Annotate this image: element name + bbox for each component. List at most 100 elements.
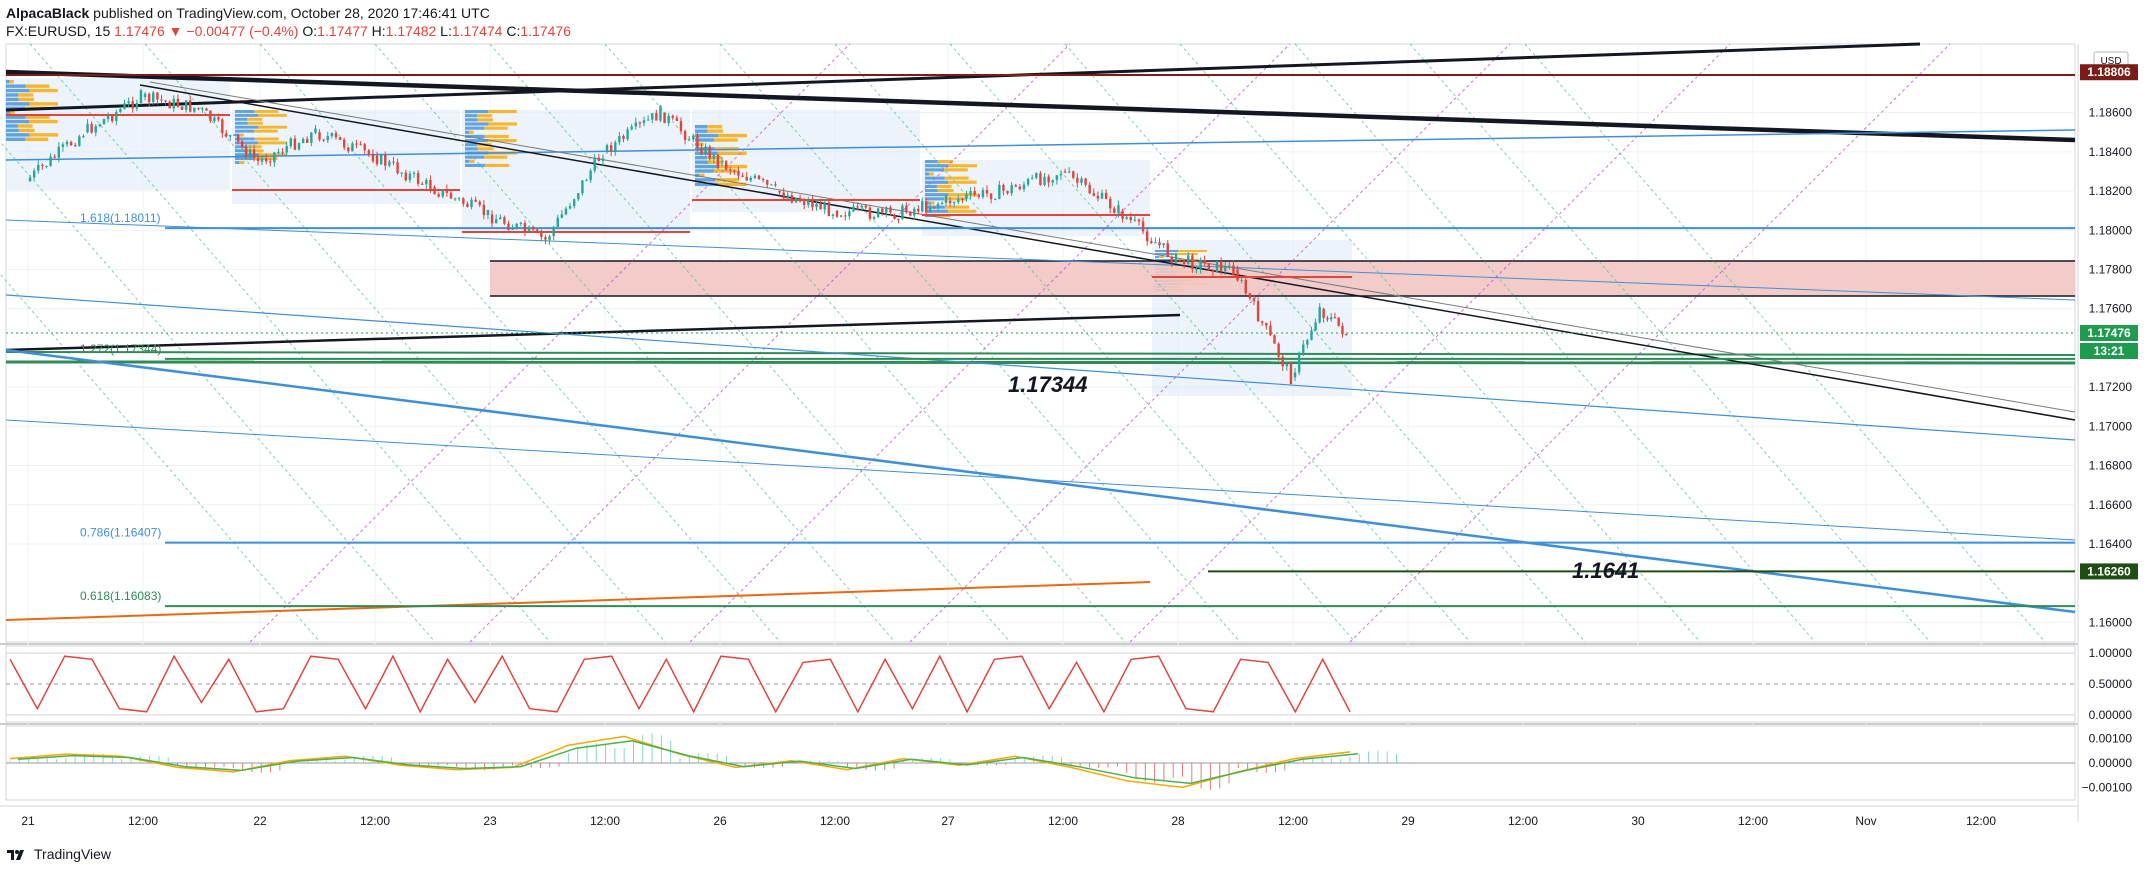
candle-body <box>1240 279 1243 281</box>
candle-body <box>449 192 453 199</box>
volume-profile-bar <box>948 164 977 168</box>
symbol-label[interactable]: FX:EURUSD, 15 <box>6 23 111 39</box>
volume-profile-bar <box>9 80 14 84</box>
time-tick-label: 12:00 <box>360 814 390 828</box>
author-name[interactable]: AlpacaBlack <box>6 5 90 21</box>
bottom-level-badge: 1.16260 <box>2087 564 2131 578</box>
open-value: 1.17477 <box>317 23 368 39</box>
candle-body <box>221 119 224 134</box>
candle-body <box>69 141 73 146</box>
candle-body <box>618 136 621 143</box>
candle-body <box>106 115 110 119</box>
candle-body <box>1141 221 1145 232</box>
candle-body <box>659 105 662 121</box>
candle-body <box>952 202 956 204</box>
candle-body <box>872 217 876 219</box>
volume-profile-bar <box>254 129 278 133</box>
candle-body <box>835 210 839 217</box>
tradingview-logo-icon[interactable] <box>6 847 28 861</box>
candle-body <box>523 222 527 232</box>
candle-body <box>1109 198 1112 209</box>
candle-body <box>757 175 761 180</box>
candle-body <box>412 172 416 174</box>
candle-body <box>921 201 924 212</box>
candle-body <box>201 108 204 110</box>
candle-body <box>404 172 408 181</box>
volume-profile-bar <box>695 160 708 164</box>
candle-body <box>152 92 155 102</box>
candle-body <box>798 197 802 202</box>
volume-profile-bar <box>1158 256 1164 258</box>
candle-body <box>236 134 240 142</box>
volume-profile-bar <box>465 155 485 159</box>
candle-body <box>466 203 469 208</box>
volume-profile-bar <box>465 126 485 130</box>
candle-body <box>864 205 868 208</box>
last-price: 1.17476 <box>114 23 165 39</box>
candle-body <box>1265 322 1268 326</box>
candle-body <box>1125 217 1128 219</box>
currency-label: USD <box>2100 56 2121 67</box>
volume-profile-bar <box>465 114 478 118</box>
candle-body <box>1150 241 1153 243</box>
fib-label: 1.618(1.18011) <box>80 211 161 225</box>
candle-body <box>913 208 916 216</box>
candle-body <box>86 123 89 133</box>
volume-profile-bar <box>258 141 287 145</box>
candle-body <box>375 155 379 165</box>
candle-body <box>318 132 321 140</box>
volume-profile-bar <box>238 133 244 137</box>
candle-body <box>819 203 822 210</box>
volume-profile-bar <box>29 88 58 93</box>
candle-body <box>1072 171 1075 178</box>
candle-body <box>457 198 461 200</box>
volume-profile-bar <box>235 125 259 129</box>
volume-profile-bar <box>235 113 259 117</box>
candle-body <box>544 237 547 240</box>
candle-body <box>240 141 244 147</box>
volume-profile-bar <box>6 124 18 128</box>
candle-body <box>470 199 473 208</box>
candle-body <box>1215 261 1219 273</box>
last-price-badge: 1.17476 <box>2087 326 2131 340</box>
volume-profile-bar <box>695 164 719 169</box>
change-arrow-icon: ▼ <box>168 23 183 39</box>
candle-body <box>630 126 633 130</box>
candle-body <box>433 187 436 195</box>
countdown-badge: 13:21 <box>2094 344 2125 358</box>
trend-line <box>5 219 2076 301</box>
candle-body <box>548 236 551 241</box>
candle-body <box>675 117 679 121</box>
candle-body <box>998 184 1001 200</box>
trend-line <box>5 129 2076 161</box>
candle-body <box>671 115 674 118</box>
candle-body <box>944 195 948 203</box>
footer-brand[interactable]: TradingView <box>34 846 112 862</box>
candle-body <box>708 146 711 159</box>
candle-body <box>478 201 481 205</box>
candle-body <box>193 107 196 112</box>
candle-body <box>41 164 44 166</box>
volume-profile-bar <box>1155 253 1175 255</box>
candle-body <box>1289 364 1293 385</box>
volume-profile-bar <box>465 118 478 122</box>
volume-profile-bar <box>247 149 264 153</box>
candle-body <box>135 102 139 109</box>
candle-body <box>1080 178 1083 183</box>
volume-profile-bar <box>235 149 248 153</box>
candle-body <box>1129 217 1132 221</box>
candle-body <box>197 107 200 109</box>
candle-body <box>1100 192 1104 199</box>
candle-body <box>90 123 93 133</box>
volume-profile-bar <box>6 137 26 141</box>
candle-body <box>61 144 65 147</box>
candle-body <box>213 117 216 122</box>
volume-profile-bar <box>925 160 938 164</box>
candle-body <box>601 158 605 161</box>
candle-body <box>1067 171 1071 173</box>
candle-body <box>225 133 228 137</box>
candle-body <box>1121 210 1124 219</box>
volume-profile-bar <box>6 102 30 106</box>
volume-profile-bar <box>925 180 949 184</box>
